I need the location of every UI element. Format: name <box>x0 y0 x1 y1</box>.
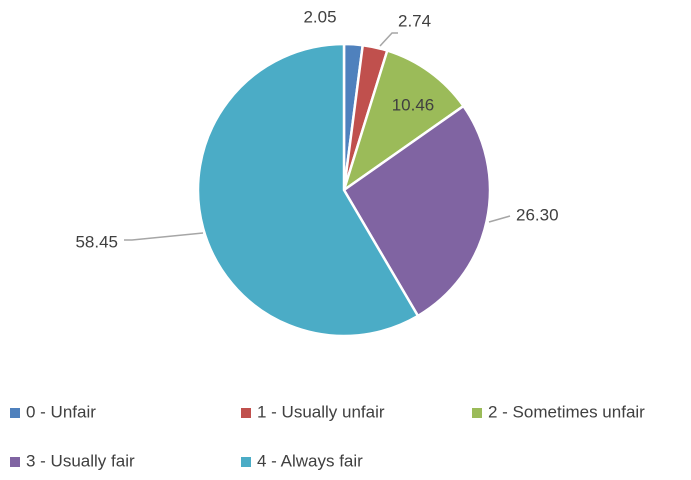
legend-label: 1 - Usually unfair <box>257 402 385 421</box>
data-label: 2.74 <box>398 11 431 30</box>
legend-label: 2 - Sometimes unfair <box>488 402 645 421</box>
leader-line <box>379 32 398 47</box>
pie-slice <box>196 42 420 338</box>
legend-label: 4 - Always fair <box>257 451 363 470</box>
pie-slice <box>342 104 492 318</box>
legend-swatch <box>10 457 20 467</box>
legend-swatch <box>241 457 251 467</box>
legend-label: 3 - Usually fair <box>26 451 135 470</box>
data-label: 26.30 <box>516 205 559 224</box>
data-label: 10.46 <box>392 95 435 114</box>
leader-line <box>488 215 511 223</box>
data-label: 58.45 <box>75 232 118 251</box>
legend-swatch <box>472 408 482 418</box>
leader-line <box>124 232 204 241</box>
legend-swatch <box>10 408 20 418</box>
legend-label: 0 - Unfair <box>26 402 96 421</box>
pie-slice <box>341 48 466 194</box>
data-label: 2.05 <box>303 7 336 26</box>
legend-swatch <box>241 408 251 418</box>
